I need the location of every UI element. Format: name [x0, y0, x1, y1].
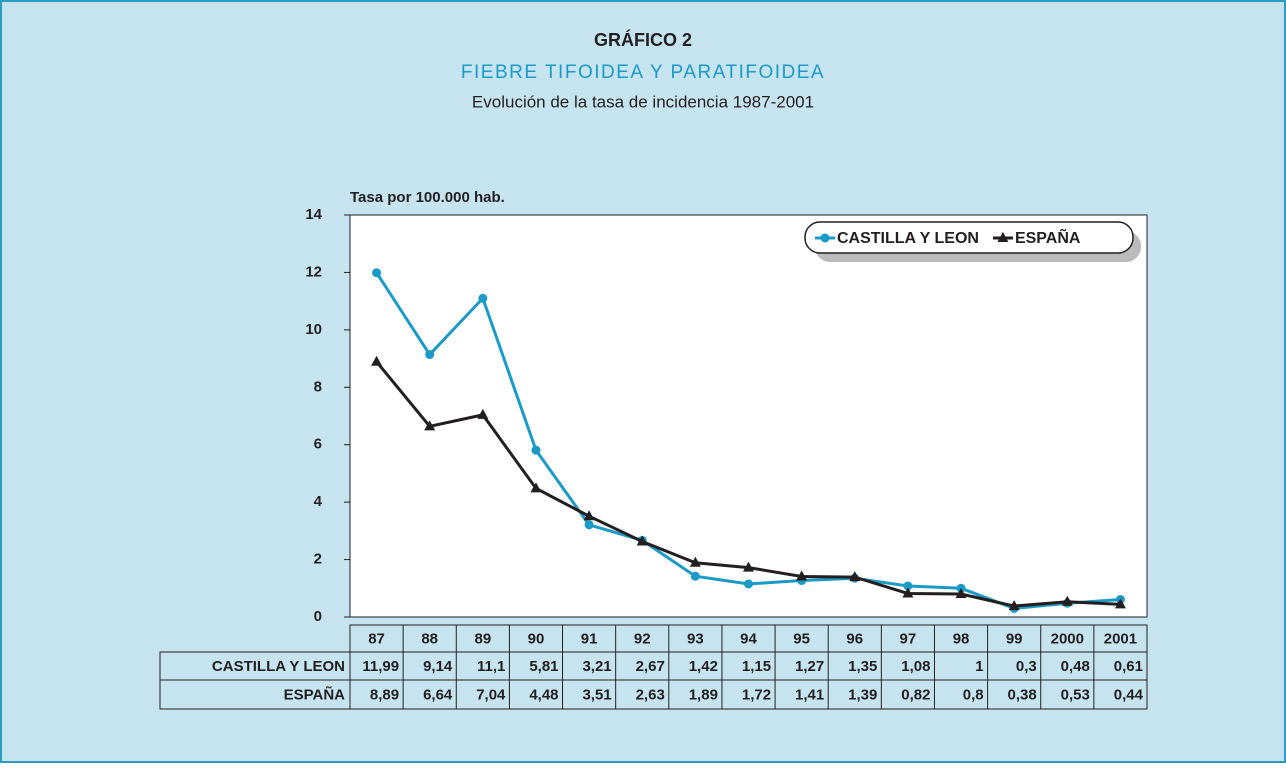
y-axis-label: Tasa por 100.000 hab.	[350, 189, 505, 206]
table-value: 1,89	[689, 686, 718, 703]
marker	[531, 445, 541, 455]
chart-description: Evolución de la tasa de incidencia 1987-…	[472, 92, 814, 111]
marker	[849, 571, 861, 582]
table-value: 8,89	[370, 686, 399, 703]
y-tick-label: 12	[305, 263, 322, 280]
x-tick-label: 91	[581, 630, 598, 647]
chart-title: GRÁFICO 2	[594, 29, 692, 50]
marker	[903, 581, 913, 591]
marker	[744, 579, 753, 589]
table-value: 4,48	[529, 686, 558, 703]
table-value: 11,1	[477, 658, 505, 675]
marker	[530, 482, 542, 493]
table-value: 0,82	[901, 686, 930, 703]
chart-subtitle: FIEBRE TIFOIDEA Y PARATIFOIDEA	[461, 62, 825, 83]
y-tick-label: 4	[314, 493, 323, 510]
table-value: 1,39	[848, 686, 877, 703]
table-value: 1,27	[795, 658, 824, 675]
marker	[424, 420, 436, 431]
x-tick-label: 99	[1006, 630, 1023, 647]
marker	[584, 520, 594, 530]
marker	[1008, 600, 1020, 611]
table-value: 1,08	[901, 658, 930, 675]
marker	[743, 561, 754, 572]
marker	[371, 355, 383, 366]
table-value: 3,21	[582, 658, 611, 675]
legend-label: CASTILLA Y LEON	[837, 230, 979, 247]
x-tick-label: 96	[846, 630, 863, 647]
marker	[1061, 595, 1073, 606]
table-value: 5,81	[529, 658, 558, 675]
y-tick-label: 6	[314, 436, 322, 453]
table-value: 1,15	[742, 658, 771, 675]
table-value: 0,8	[963, 686, 984, 703]
y-tick-label: 10	[305, 321, 322, 338]
x-tick-label: 88	[421, 630, 438, 647]
x-tick-label: 93	[687, 630, 704, 647]
x-tick-label: 2000	[1051, 630, 1084, 647]
table-value: 7,04	[476, 686, 506, 703]
x-tick-label: 98	[953, 630, 970, 647]
table-value: 1	[975, 658, 983, 675]
legend-key	[820, 233, 830, 243]
legend-key	[997, 232, 1009, 242]
x-tick-label: 94	[740, 630, 757, 647]
table-value: 1,72	[742, 686, 771, 703]
marker	[425, 350, 435, 360]
x-tick-label: 92	[634, 630, 651, 647]
table-value: 1,42	[689, 658, 718, 675]
marker	[690, 571, 700, 581]
table-value: 6,64	[423, 686, 453, 703]
y-tick-label: 2	[314, 551, 322, 568]
table-row-label: CASTILLA Y LEON	[212, 658, 345, 675]
table-value: 2,67	[636, 658, 665, 675]
x-tick-label: 90	[528, 630, 545, 647]
x-tick-label: 87	[368, 630, 385, 647]
marker	[1114, 598, 1126, 609]
plot-area	[349, 214, 1148, 618]
marker	[583, 510, 595, 521]
x-tick-label: 97	[900, 630, 917, 647]
table-value: 1,41	[795, 686, 824, 703]
y-tick-label: 0	[314, 608, 322, 625]
marker	[478, 293, 488, 303]
x-tick-label: 95	[793, 630, 810, 647]
table-value: 1,35	[848, 658, 877, 675]
table-value: 0,3	[1016, 658, 1037, 675]
marker	[955, 588, 967, 599]
table-value: 0,53	[1061, 686, 1090, 703]
marker	[372, 268, 382, 278]
table-value: 0,38	[1008, 686, 1037, 703]
marker	[477, 408, 489, 419]
marker	[796, 570, 808, 581]
table-value: 11,99	[362, 658, 399, 675]
legend-box	[804, 221, 1134, 254]
table-value: 0,44	[1114, 686, 1144, 703]
legend-label: ESPAÑA	[1015, 227, 1081, 247]
table-value: 0,48	[1061, 658, 1090, 675]
x-tick-label: 89	[474, 630, 491, 647]
marker	[636, 535, 648, 546]
table-row-label: ESPAÑA	[284, 685, 346, 703]
marker	[689, 556, 701, 567]
table-value: 9,14	[423, 658, 453, 675]
table-value: 3,51	[582, 686, 611, 703]
y-tick-label: 8	[314, 378, 322, 395]
marker	[902, 587, 914, 598]
x-tick-label: 2001	[1104, 630, 1137, 647]
table-value: 0,61	[1114, 658, 1143, 675]
y-tick-label: 14	[305, 206, 322, 223]
table-value: 2,63	[636, 686, 665, 703]
